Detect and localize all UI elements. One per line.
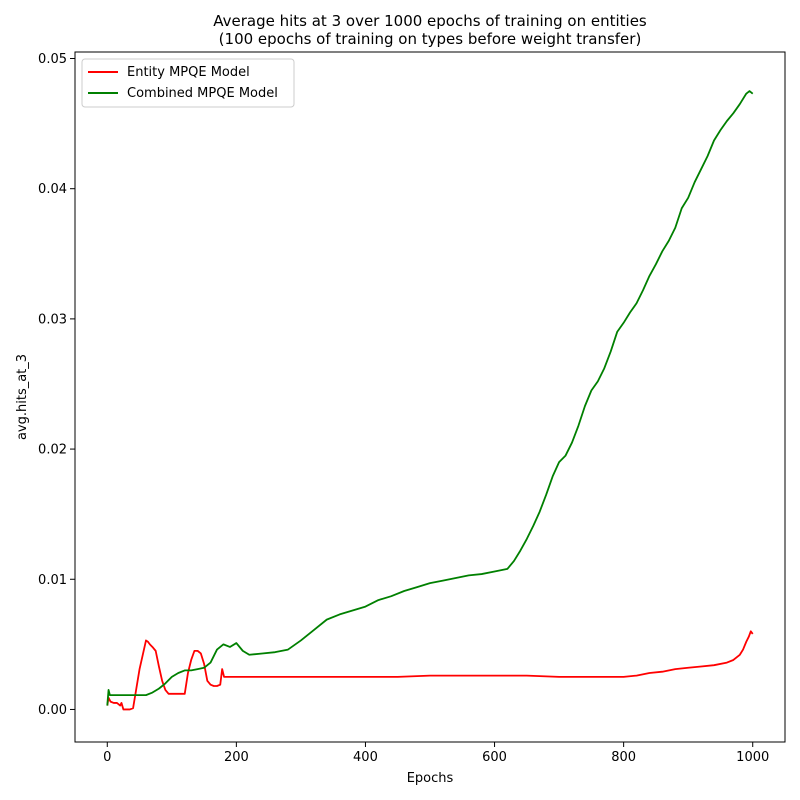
y-tick-label: 0.00 [38, 703, 67, 718]
y-axis-ticks: 0.00 0.01 0.02 0.03 0.04 0.05 [38, 52, 75, 718]
x-tick-label: 600 [482, 750, 507, 765]
x-tick-label: 1000 [736, 750, 769, 765]
x-tick-label: 800 [611, 750, 636, 765]
y-tick-label: 0.04 [38, 182, 67, 197]
x-axis-label: Epochs [407, 771, 454, 786]
legend: Entity MPQE Model Combined MPQE Model [81, 58, 295, 108]
chart-title-line-1: Average hits at 3 over 1000 epochs of tr… [213, 12, 647, 30]
x-tick-label: 200 [224, 750, 249, 765]
chart-title-line-2: (100 epochs of training on types before … [219, 30, 642, 48]
x-tick-label: 0 [103, 750, 111, 765]
y-tick-label: 0.03 [38, 312, 67, 327]
legend-label-entity: Entity MPQE Model [127, 65, 250, 80]
legend-box [81, 58, 295, 108]
y-tick-label: 0.02 [38, 443, 67, 458]
plot-lines [106, 90, 754, 711]
y-tick-label: 0.01 [38, 573, 67, 588]
y-tick-label: 0.05 [38, 52, 67, 67]
x-axis-ticks: 0 200 400 600 800 1000 [103, 742, 769, 765]
legend-label-combined: Combined MPQE Model [127, 86, 278, 101]
series-line-combined [106, 90, 754, 706]
x-tick-label: 400 [353, 750, 378, 765]
series-line-entity [106, 630, 754, 711]
y-axis-label: avg.hits_at_3 [15, 354, 30, 440]
plot-area-frame [74, 51, 786, 743]
